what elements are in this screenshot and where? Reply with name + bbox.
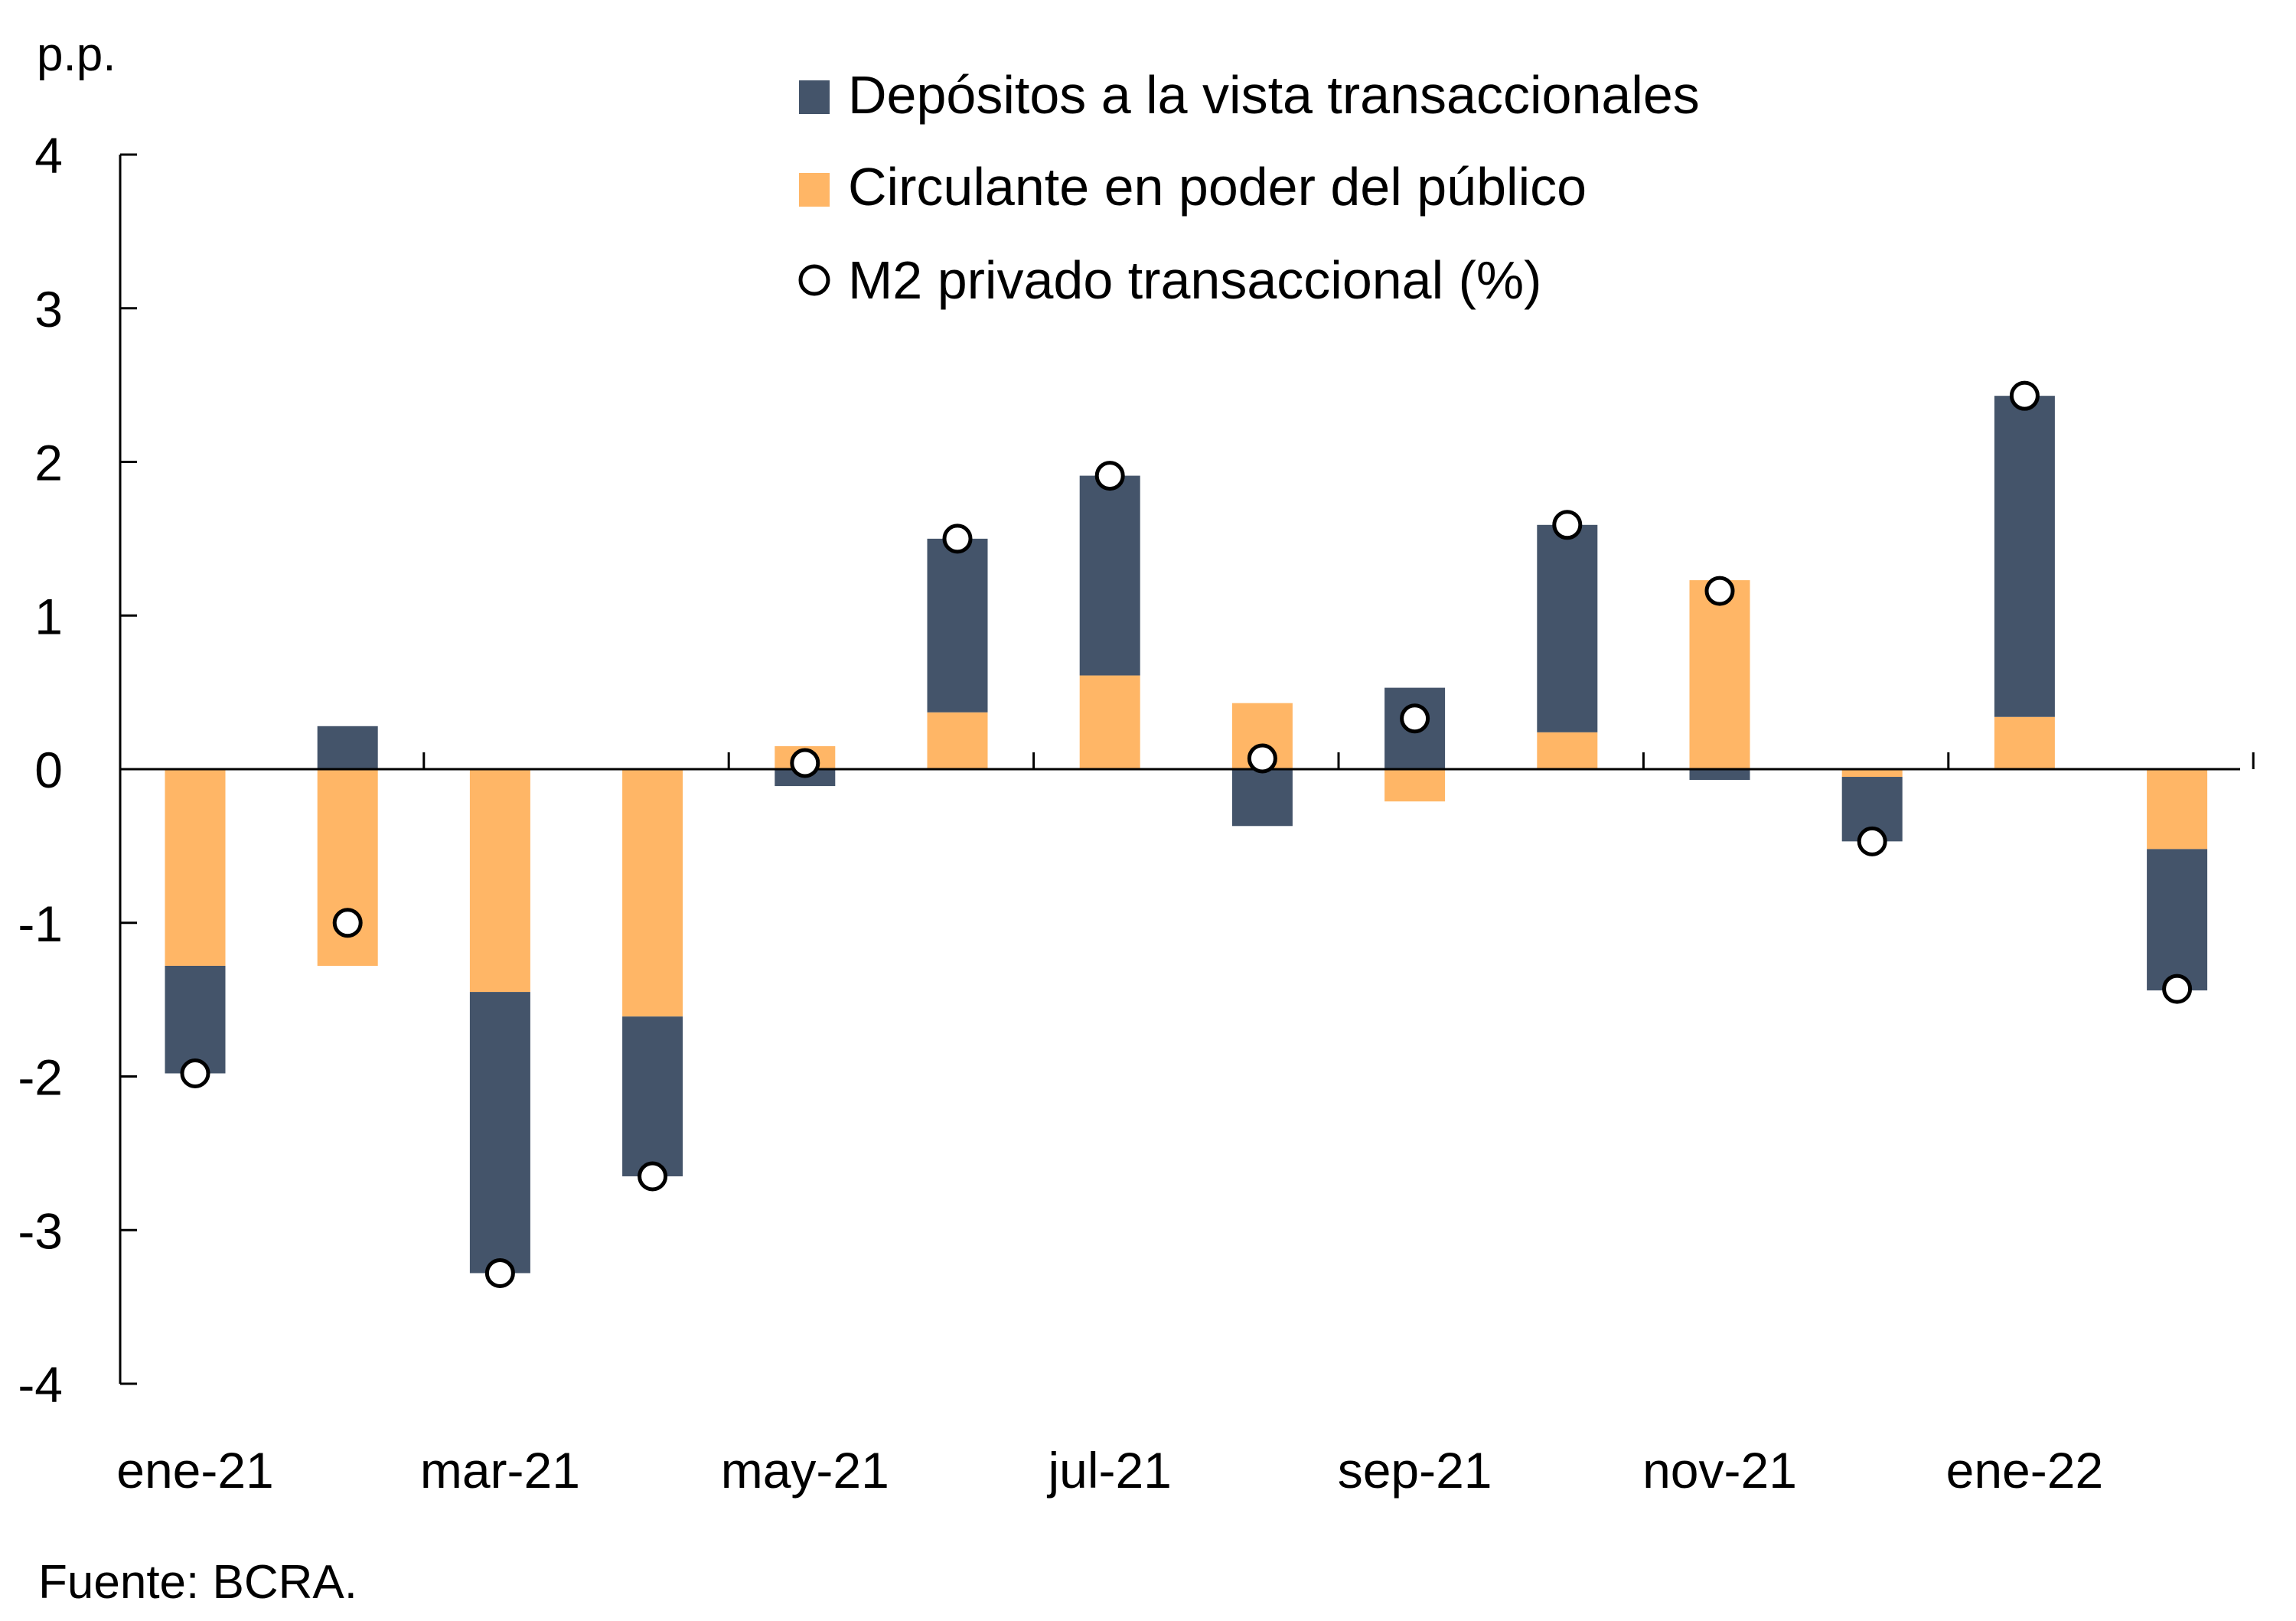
bar-circulante <box>1994 716 2055 769</box>
bar-depositos <box>165 965 226 1074</box>
marker-m2 <box>1247 743 1277 774</box>
bar-depositos <box>2147 849 2208 991</box>
bar-depositos <box>927 538 988 713</box>
bar-circulante <box>2147 769 2208 850</box>
markers <box>180 380 2193 1288</box>
y-axis: 4 3 2 1 0 -1 -2 -3 -4 <box>18 127 137 1413</box>
bar-circulante <box>622 769 683 1017</box>
x-axis: ene-21 mar-21 may-21 jul-21 sep-21 nov-21 ene-… <box>116 752 2255 1499</box>
legend-item-depositos: Depósitos a la vista transaccionales <box>799 65 1700 125</box>
y-tick-label: 0 <box>34 742 63 798</box>
marker-m2 <box>1857 826 1887 856</box>
legend-label-m2: M2 privado transaccional (%) <box>848 250 1541 310</box>
y-tick-label: 4 <box>34 127 63 184</box>
bar-depositos <box>1994 396 2055 717</box>
marker-m2 <box>638 1161 668 1192</box>
legend-marker-m2 <box>798 264 830 296</box>
bar-circulante <box>1537 732 1598 769</box>
bars <box>165 396 2208 1274</box>
x-tick-label: ene-21 <box>116 1442 274 1499</box>
y-tick-label: 3 <box>34 281 63 338</box>
legend-label-depositos: Depósitos a la vista transaccionales <box>848 65 1700 125</box>
x-tick-label: nov-21 <box>1642 1442 1797 1499</box>
bar-circulante <box>165 769 226 966</box>
marker-m2 <box>1400 703 1430 734</box>
y-tick-label: -2 <box>18 1049 63 1106</box>
y-tick-label: 1 <box>34 588 63 644</box>
legend-label-circulante: Circulante en poder del público <box>848 157 1587 217</box>
bar-circulante <box>927 712 988 769</box>
bar-depositos <box>1689 769 1750 781</box>
bar-circulante <box>469 769 530 993</box>
x-tick-label: may-21 <box>721 1442 889 1499</box>
marker-m2 <box>790 748 820 778</box>
bar-circulante <box>1079 675 1140 769</box>
y-tick-label: -4 <box>18 1356 63 1413</box>
y-tick-label: 2 <box>34 435 63 491</box>
legend-swatch-circulante <box>799 173 830 207</box>
y-axis-unit-label: p.p. <box>37 28 116 81</box>
legend-swatch-depositos <box>799 80 830 114</box>
marker-m2 <box>484 1257 515 1288</box>
bar-circulante <box>1841 769 1903 778</box>
x-tick-label: sep-21 <box>1338 1442 1492 1499</box>
y-tick-label: -3 <box>18 1202 63 1259</box>
source-note: Fuente: BCRA. <box>38 1556 357 1609</box>
bar-depositos <box>1231 769 1293 827</box>
marker-m2 <box>180 1058 210 1088</box>
bar-depositos <box>1079 475 1140 676</box>
marker-m2 <box>332 908 363 938</box>
x-tick-label: ene-22 <box>1946 1442 2104 1499</box>
bar-depositos <box>622 1016 683 1176</box>
bar-circulante <box>1384 769 1446 802</box>
bar-circulante <box>1689 580 1750 769</box>
marker-m2 <box>942 523 973 554</box>
x-tick-label: mar-21 <box>420 1442 580 1499</box>
marker-m2 <box>2009 380 2040 411</box>
marker-m2 <box>2162 974 2193 1004</box>
legend: Depósitos a la vista transaccionales Cir… <box>798 65 1700 310</box>
marker-m2 <box>1094 461 1125 491</box>
marker-m2 <box>1552 510 1583 540</box>
bar-depositos <box>469 992 530 1274</box>
legend-item-circulante: Circulante en poder del público <box>799 157 1587 217</box>
bar-depositos <box>1537 524 1598 732</box>
legend-item-m2: M2 privado transaccional (%) <box>798 250 1541 310</box>
marker-m2 <box>1704 576 1735 606</box>
y-tick-label: -1 <box>18 895 63 952</box>
bar-depositos <box>317 726 378 769</box>
x-tick-label: jul-21 <box>1046 1442 1171 1499</box>
